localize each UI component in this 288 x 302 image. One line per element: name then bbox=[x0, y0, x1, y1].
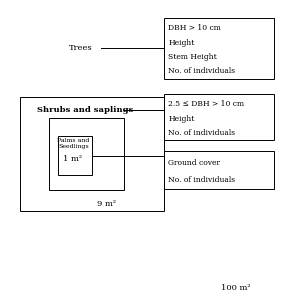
Text: 9 m²: 9 m² bbox=[97, 200, 116, 208]
Text: 2.5 ≤ DBH > 10 cm: 2.5 ≤ DBH > 10 cm bbox=[168, 100, 245, 108]
Bar bbox=[164, 94, 274, 140]
Text: Stem Height: Stem Height bbox=[168, 53, 217, 61]
Bar bbox=[20, 97, 164, 211]
Text: DBH > 10 cm: DBH > 10 cm bbox=[168, 24, 221, 32]
Text: Trees: Trees bbox=[69, 44, 92, 52]
Text: No. of individuals: No. of individuals bbox=[168, 176, 236, 184]
Text: No. of individuals: No. of individuals bbox=[168, 129, 236, 137]
Text: Palms and: Palms and bbox=[57, 138, 90, 143]
Text: Ground cover: Ground cover bbox=[168, 159, 221, 167]
Text: 100 m²: 100 m² bbox=[221, 284, 251, 292]
Text: Shrubs and saplings: Shrubs and saplings bbox=[37, 106, 133, 114]
Bar bbox=[49, 118, 124, 190]
Text: Height: Height bbox=[168, 39, 195, 47]
Text: Seedlings: Seedlings bbox=[58, 144, 89, 149]
Bar bbox=[164, 151, 274, 189]
Bar bbox=[164, 18, 274, 79]
Text: No. of individuals: No. of individuals bbox=[168, 67, 236, 75]
Text: 1 m²: 1 m² bbox=[63, 155, 82, 162]
Bar bbox=[58, 136, 92, 175]
Text: Height: Height bbox=[168, 114, 195, 123]
